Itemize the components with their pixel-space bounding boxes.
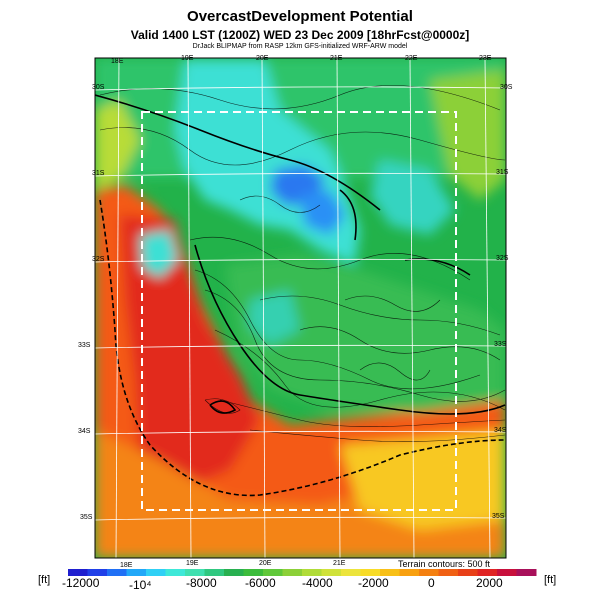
colorbar-tick-label: -4000	[302, 576, 333, 590]
field-cyan-inset	[140, 230, 178, 278]
colorbar-swatch	[302, 569, 322, 576]
colorbar-tick-label: -10⁴	[129, 578, 152, 592]
colorbar-swatch	[185, 569, 205, 576]
terrain-contours	[99, 85, 506, 442]
colorbar-swatch	[68, 569, 88, 576]
lat-label-right: 30S	[500, 84, 513, 91]
colorbar-unit-left: [ft]	[38, 574, 51, 586]
colorbar-swatch	[263, 569, 283, 576]
valid-time-subtitle: Valid 1400 LST (1200Z) WED 23 Dec 2009 […	[130, 28, 470, 42]
lon-label-top: 19E	[181, 55, 194, 62]
colorbar-swatch	[321, 569, 342, 576]
lon-label-top: 21E	[330, 55, 343, 62]
lat-label-left: 34S	[78, 428, 91, 435]
colorbar-tick-label: -8000	[186, 576, 217, 590]
colorbar-swatch	[516, 569, 537, 576]
lon-label-top: 20E	[256, 55, 269, 62]
field-green-interior	[225, 255, 505, 412]
colorbar-swatch	[87, 569, 108, 576]
colorbar-swatch	[477, 569, 498, 576]
colorbar-swatch	[360, 569, 381, 576]
colorbar-swatch	[204, 569, 225, 576]
map-frame	[94, 57, 507, 559]
colorbar-swatch	[165, 569, 186, 576]
colorbar-unit-right: [ft]	[544, 574, 557, 586]
field-blue-patch-2	[300, 190, 345, 235]
coastline-dashed	[99, 199, 506, 497]
lon-label-top: 18E	[111, 58, 124, 65]
colorbar	[68, 569, 537, 576]
lat-label-right: 31S	[496, 169, 509, 176]
colorbar-swatch	[282, 569, 303, 576]
lat-label-left: 31S	[92, 170, 105, 177]
colorbar-swatch	[224, 569, 244, 576]
field-cyan-interior	[248, 290, 300, 345]
colorbar-swatch	[399, 569, 420, 576]
colorbar-swatch	[419, 569, 439, 576]
lon-label-top: 22E	[405, 55, 418, 62]
colorbar-tick-label: -6000	[245, 576, 276, 590]
lon-label-bottom: 18E	[120, 562, 133, 569]
lat-lon-grid	[95, 58, 506, 558]
terrain-contour-note: Terrain contours: 500 ft	[398, 559, 491, 569]
colorbar-tick-label: -12000	[62, 576, 100, 590]
colorbar-swatch	[438, 569, 459, 576]
colorbar-swatch	[243, 569, 264, 576]
colorbar-swatch	[497, 569, 517, 576]
colorbar-tick-label: -2000	[358, 576, 389, 590]
field-cyan-patch-east	[370, 160, 455, 235]
lat-label-right: 34S	[494, 427, 507, 434]
colorbar-swatch	[380, 569, 400, 576]
model-credit: DrJack BLIPMAP from RASP 12km GFS-initia…	[192, 43, 408, 50]
map-title: OvercastDevelopment Potential	[187, 8, 413, 25]
field-yellow-west-north	[95, 100, 140, 190]
lon-label-bottom: 20E	[259, 560, 272, 567]
field-yellow-southeast	[340, 430, 505, 530]
inner-domain-box	[141, 111, 457, 511]
lat-label-right: 32S	[496, 255, 509, 262]
colorbar-swatch	[341, 569, 361, 576]
lat-label-right: 33S	[494, 341, 507, 348]
colorbar-swatch	[126, 569, 147, 576]
lat-label-left: 35S	[80, 514, 93, 521]
lon-label-top: 23E	[479, 55, 492, 62]
colorbar-tick-label: 2000	[476, 576, 503, 590]
lat-label-left: 30S	[92, 84, 105, 91]
colorbar-tick-label: 0	[428, 576, 435, 590]
colorbar-swatch	[107, 569, 127, 576]
field-orange-south	[95, 430, 505, 558]
colorbar-swatch	[458, 569, 478, 576]
colorbar-swatch	[146, 569, 166, 576]
lat-label-left: 33S	[78, 342, 91, 349]
lat-label-left: 32S	[92, 256, 105, 263]
lon-label-bottom: 19E	[186, 560, 199, 567]
lon-label-bottom: 21E	[333, 560, 346, 567]
lat-label-right: 35S	[492, 513, 505, 520]
